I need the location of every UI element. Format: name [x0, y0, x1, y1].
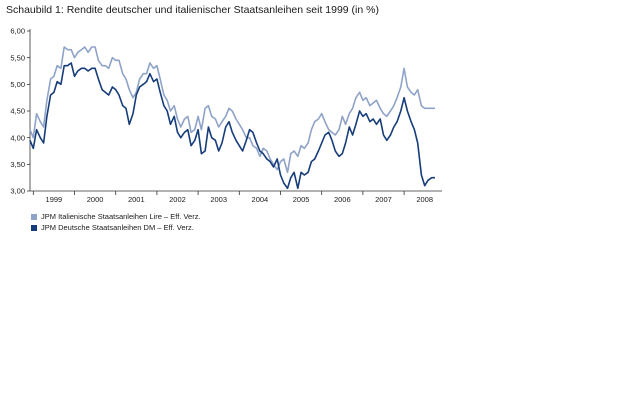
x-tick-label: 2007 [375, 195, 392, 204]
x-tick-label: 1999 [46, 195, 63, 204]
legend-item-germany: JPM Deutsche Staatsanleihen DM – Eff. Ve… [31, 222, 201, 233]
series-line-germany [29, 62, 435, 190]
y-tick-label: 6,00 [10, 27, 25, 36]
y-tick-label: 3,50 [10, 160, 25, 169]
x-tick-label: 2003 [210, 195, 227, 204]
legend-label-italy: JPM Italienische Staatsanleihen Lire – E… [41, 212, 201, 221]
series-line-italy [29, 46, 435, 174]
x-tick-label: 2004 [252, 195, 269, 204]
x-tick-labels: 1999 2000 2001 2002 2003 2004 2005 2006 2007 2008 [46, 195, 433, 204]
x-tick-label: 2000 [87, 195, 104, 204]
legend: JPM Italienische Staatsanleihen Lire – E… [31, 211, 201, 233]
x-tick-label: 2005 [293, 195, 310, 204]
y-tick-label: 3,00 [10, 187, 25, 196]
y-tick-label: 5,50 [10, 53, 25, 62]
y-tick-label: 5,00 [10, 80, 25, 89]
y-tick-label: 4,00 [10, 133, 25, 142]
x-tick-label: 2008 [416, 195, 433, 204]
y-tick-label: 4,50 [10, 107, 25, 116]
y-tick-labels: 6,00 5,50 5,00 4,50 4,00 3,50 3,00 [10, 27, 25, 196]
legend-swatch-italy [31, 213, 37, 220]
x-tick-label: 2006 [334, 195, 351, 204]
x-tick-label: 2002 [169, 195, 186, 204]
x-tick-label: 2001 [128, 195, 145, 204]
legend-swatch-germany [31, 224, 37, 231]
chart-title: Schaubild 1: Rendite deutscher und itali… [6, 4, 379, 16]
series-layer [29, 46, 435, 190]
legend-item-italy: JPM Italienische Staatsanleihen Lire – E… [31, 211, 201, 222]
legend-label-germany: JPM Deutsche Staatsanleihen DM – Eff. Ve… [41, 223, 194, 232]
axes [27, 29, 442, 195]
